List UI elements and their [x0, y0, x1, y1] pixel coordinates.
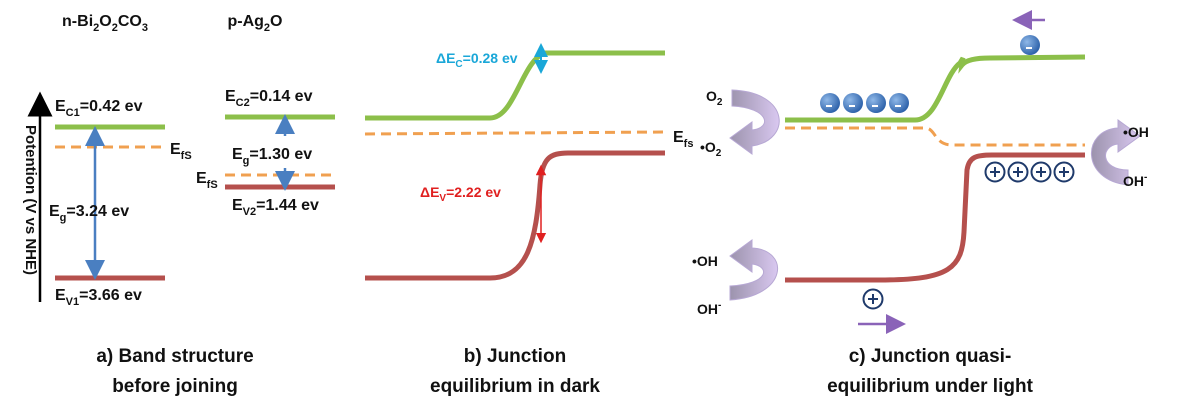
- label-text: •O: [700, 139, 716, 155]
- reaction-arrow: [730, 240, 778, 300]
- label-text: CO: [118, 13, 142, 30]
- offset-label: ΔEC=0.28 ev: [436, 50, 518, 70]
- subscript: C2: [236, 97, 250, 109]
- level-label: Eg=1.30 ev: [232, 146, 312, 167]
- level-label: EV1=3.66 ev: [55, 287, 142, 308]
- diagram: n-Bi2O2CO3 p-Ag2O Potention (V vs NHE) E…: [0, 0, 1181, 403]
- label-text: E: [55, 98, 66, 115]
- label-text: E: [673, 129, 684, 146]
- caption: a) Band structure: [96, 346, 253, 367]
- label-text: ΔE: [420, 184, 439, 200]
- offset-label: ΔEV=2.22 ev: [420, 184, 501, 204]
- label-text: E: [232, 146, 243, 163]
- label-text: OH: [1123, 173, 1144, 189]
- level-label: EfS: [170, 141, 192, 162]
- subscript: fS: [181, 150, 192, 162]
- label-text: =0.28 ev: [463, 50, 518, 66]
- caption: before joining: [112, 376, 238, 397]
- label-text: =1.44 ev: [256, 197, 319, 214]
- level-label: EC2=0.14 ev: [225, 88, 313, 109]
- species-label: •OH: [692, 253, 718, 269]
- material-label: p-Ag2O: [227, 13, 282, 34]
- species-label: O2: [706, 88, 723, 108]
- subscript: 2: [717, 97, 723, 108]
- subscript: V2: [243, 206, 256, 218]
- caption: b) Junction: [464, 346, 566, 367]
- level-label: EfS: [196, 170, 218, 191]
- species-label: •OH: [1123, 124, 1149, 140]
- label-text: =2.22 ev: [446, 184, 501, 200]
- subscript: g: [243, 155, 250, 167]
- label-text: O: [99, 13, 111, 30]
- label-text: O: [706, 88, 717, 104]
- label-text: E: [225, 88, 236, 105]
- label-text: =1.30 ev: [249, 146, 312, 163]
- label-text: ΔE: [436, 50, 455, 66]
- label-text: p-Ag: [227, 13, 263, 30]
- reaction-arrow: [730, 90, 779, 154]
- subscript: fs: [684, 138, 694, 150]
- subscript: 2: [716, 148, 722, 159]
- material-label: n-Bi2O2CO3: [62, 13, 148, 34]
- fermi-level: [365, 132, 665, 134]
- subscript: C1: [66, 107, 80, 119]
- species-label: OH-: [697, 300, 721, 317]
- label-text: =3.66 ev: [79, 287, 142, 304]
- label-text: =0.42 ev: [80, 98, 143, 115]
- subscript: g: [60, 212, 67, 224]
- caption: equilibrium in dark: [430, 376, 600, 397]
- label-text: OH: [697, 301, 718, 317]
- label-text: =3.24 ev: [66, 203, 129, 220]
- label-text: E: [232, 197, 243, 214]
- valence-band: [365, 153, 665, 278]
- level-label: EV2=1.44 ev: [232, 197, 319, 218]
- superscript: -: [718, 300, 721, 311]
- label-text: n-Bi: [62, 13, 93, 30]
- subscript: C: [455, 59, 462, 70]
- species-label: OH-: [1123, 172, 1147, 189]
- label-text: E: [196, 170, 207, 187]
- label-text: E: [49, 203, 60, 220]
- label-text: O: [270, 13, 282, 30]
- caption: equilibrium under light: [827, 376, 1034, 397]
- level-label: Eg=3.24 ev: [49, 203, 129, 224]
- subscript: 3: [142, 22, 148, 34]
- label-text: E: [55, 287, 66, 304]
- label-text: =0.14 ev: [250, 88, 313, 105]
- caption: c) Junction quasi-: [849, 346, 1012, 367]
- subscript: V1: [66, 296, 79, 308]
- level-label: Efs: [673, 129, 693, 150]
- superscript: -: [1144, 172, 1147, 183]
- fermi-level: [785, 128, 1085, 145]
- subscript: fS: [207, 179, 218, 191]
- electrons: [820, 35, 1040, 113]
- level-label: EC1=0.42 ev: [55, 98, 143, 119]
- species-label: •O2: [700, 139, 722, 159]
- axis-label: Potention (V vs NHE): [22, 125, 39, 275]
- label-text: E: [170, 141, 181, 158]
